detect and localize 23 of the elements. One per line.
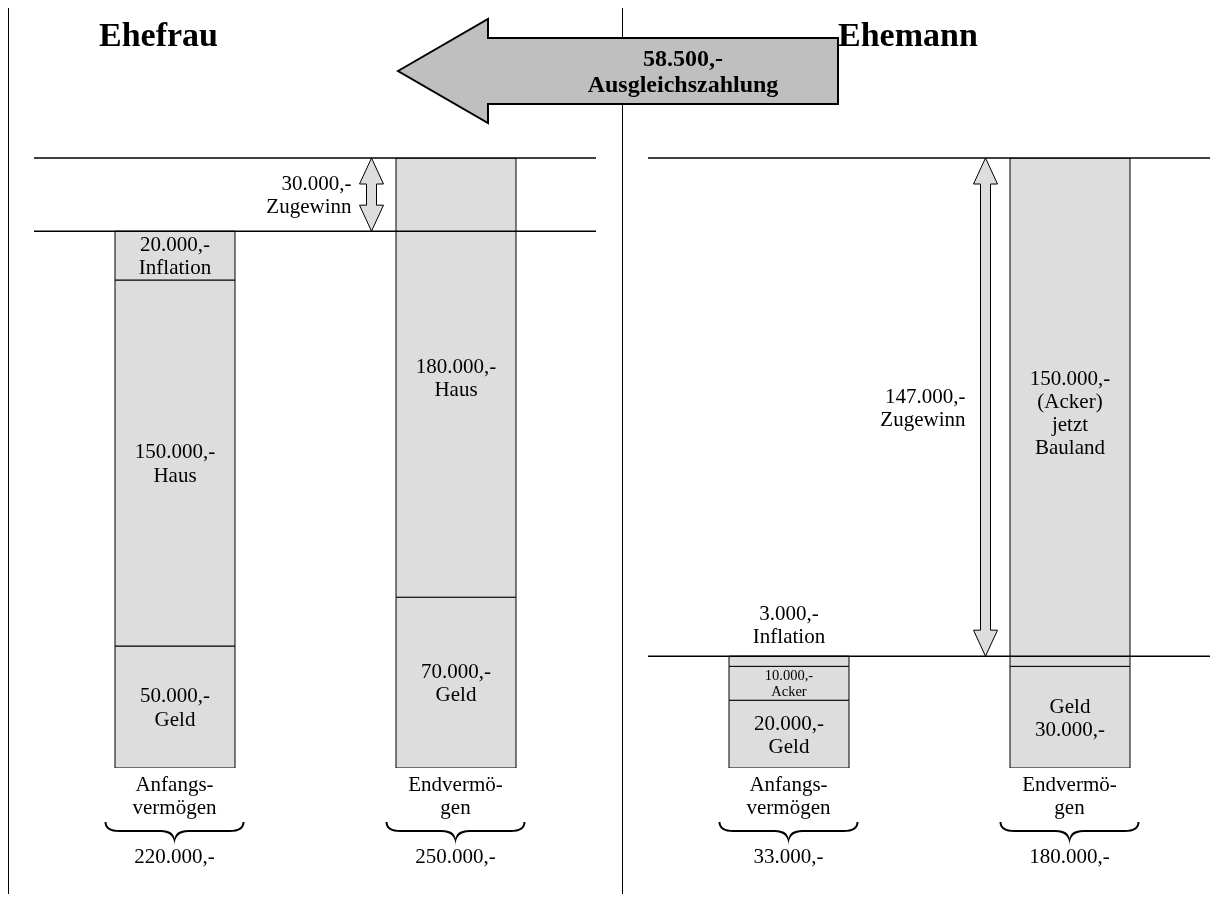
text: 180.000,- <box>1029 844 1110 868</box>
data-label: 70.000,- Geld <box>421 659 491 707</box>
x-tick-label: Endvermö- gen <box>1022 772 1117 820</box>
chart-title: Ehefrau <box>99 16 218 54</box>
data-label: 20.000,- Inflation <box>138 232 212 280</box>
data-label: 3.000,- Inflation <box>752 600 826 648</box>
text: 250.000,- <box>415 844 496 868</box>
data-label: 20.000,- Geld <box>754 710 824 758</box>
annotation: 147.000,- Zugewinn <box>880 383 966 431</box>
data-label: 50.000,- Geld <box>140 683 210 731</box>
text: 220.000,- <box>134 844 215 868</box>
data-label: 180.000,- Haus <box>415 354 497 402</box>
x-tick-label: Anfangs- vermögen <box>746 772 831 820</box>
data-label: 10.000,- Acker <box>764 667 814 700</box>
text: 58.500,- Ausgleichszahlung <box>587 44 779 98</box>
x-tick-label: Anfangs- vermögen <box>132 772 217 820</box>
text: 33.000,- <box>753 844 824 868</box>
data-label: 150.000,- (Acker) jetzt Bauland <box>1029 365 1111 459</box>
chart-title: Ehemann <box>838 16 978 54</box>
x-tick-label: Endvermö- gen <box>408 772 503 820</box>
data-label: Geld 30.000,- <box>1035 693 1105 741</box>
annotation: 30.000,- Zugewinn <box>266 171 352 219</box>
data-label: 150.000,- Haus <box>134 439 216 487</box>
